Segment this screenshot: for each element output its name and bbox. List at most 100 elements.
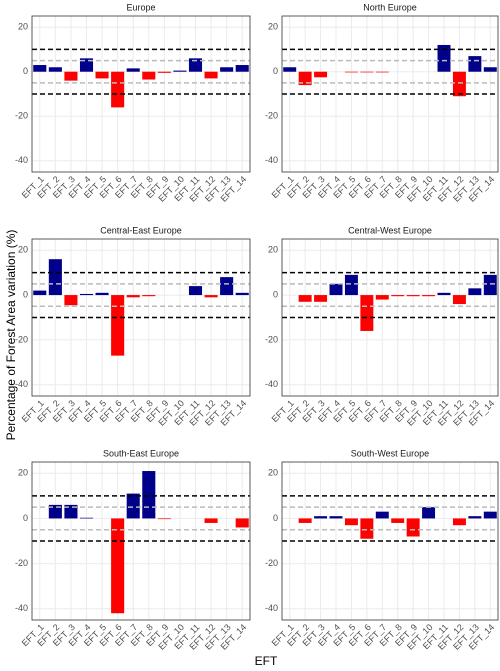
bar: [235, 65, 249, 72]
y-tick-label: -20: [15, 334, 28, 344]
bar: [111, 295, 125, 356]
y-tick-label: -20: [15, 111, 28, 121]
panel-border: [31, 238, 251, 397]
bar: [468, 288, 482, 296]
bar: [142, 71, 156, 80]
bar: [437, 44, 451, 72]
bar: [422, 295, 436, 297]
bar: [314, 516, 328, 519]
panel-border: [31, 15, 251, 173]
bar: [375, 511, 389, 519]
bar: [64, 71, 78, 81]
bar: [204, 518, 218, 523]
bar: [298, 71, 312, 86]
panel-title: North Europe: [363, 2, 417, 12]
bar: [468, 516, 482, 519]
panel-border: [281, 238, 499, 397]
bar: [48, 259, 62, 296]
bar: [48, 67, 62, 72]
bar: [375, 295, 389, 300]
y-tick-label: 20: [268, 245, 278, 255]
bar: [157, 518, 171, 520]
bar: [220, 67, 234, 72]
bar: [95, 292, 109, 296]
y-tick-label: -20: [265, 334, 278, 344]
bar: [468, 56, 482, 72]
bar: [298, 295, 312, 302]
bar: [360, 295, 374, 331]
bar: [95, 71, 109, 79]
panel-border: [281, 461, 499, 621]
bar: [329, 283, 343, 296]
bar: [220, 277, 234, 296]
panel-title: South-East Europe: [103, 448, 179, 458]
panel-title: Central-West Europe: [348, 225, 432, 235]
y-tick-label: 0: [273, 289, 278, 299]
bar: [375, 71, 389, 73]
y-tick-label: -20: [15, 558, 28, 568]
x-axis-title: EFT: [255, 654, 278, 668]
bar: [48, 504, 62, 519]
bar: [391, 295, 405, 297]
y-tick-label: 0: [273, 513, 278, 523]
y-axis-title: Percentage of Forest Area variation (%): [4, 230, 18, 441]
panel-title: Central-East Europe: [100, 225, 182, 235]
bar: [235, 518, 249, 528]
bar: [33, 65, 47, 72]
bar: [126, 295, 140, 298]
y-tick-label: -40: [15, 379, 28, 389]
y-tick-label: 0: [273, 66, 278, 76]
y-tick-label: -40: [15, 155, 28, 165]
panel-border: [31, 461, 251, 621]
bar: [483, 274, 497, 296]
y-tick-label: 0: [23, 66, 28, 76]
bar: [204, 295, 218, 298]
bar: [64, 504, 78, 519]
bar: [314, 295, 328, 302]
bar: [437, 292, 451, 296]
y-tick-label: -40: [265, 603, 278, 613]
bar: [360, 71, 374, 73]
bar: [344, 518, 358, 526]
y-tick-label: 0: [23, 289, 28, 299]
bar: [406, 295, 420, 297]
bar: [344, 71, 358, 73]
bar: [391, 518, 405, 523]
y-tick-label: -20: [265, 558, 278, 568]
bar: [111, 71, 125, 108]
bar: [188, 286, 203, 296]
bar: [452, 295, 466, 305]
bar: [283, 67, 297, 72]
y-tick-label: -20: [265, 111, 278, 121]
panel-border: [281, 15, 499, 173]
bar: [142, 295, 156, 297]
y-tick-label: -40: [265, 155, 278, 165]
bar: [111, 518, 125, 614]
bar: [33, 290, 47, 296]
y-tick-label: 0: [23, 513, 28, 523]
bar: [344, 274, 358, 296]
bar: [422, 507, 436, 519]
y-tick-label: 20: [268, 22, 278, 32]
bar: [188, 58, 203, 72]
y-tick-label: 20: [18, 468, 28, 478]
y-tick-label: -40: [265, 379, 278, 389]
bar: [64, 295, 78, 306]
y-tick-label: 20: [18, 22, 28, 32]
bar: [142, 471, 156, 519]
bar: [360, 518, 374, 539]
bar: [314, 71, 328, 78]
bar: [157, 71, 171, 73]
y-tick-label: 20: [18, 245, 28, 255]
bar: [483, 511, 497, 519]
bar: [79, 293, 94, 296]
y-tick-label: -40: [15, 603, 28, 613]
panel-title: South-West Europe: [351, 448, 429, 458]
bar: [235, 292, 249, 296]
bar: [298, 518, 312, 523]
bar: [126, 68, 140, 72]
bar: [406, 518, 420, 537]
panel-title: Europe: [126, 2, 155, 12]
bar: [79, 58, 94, 72]
